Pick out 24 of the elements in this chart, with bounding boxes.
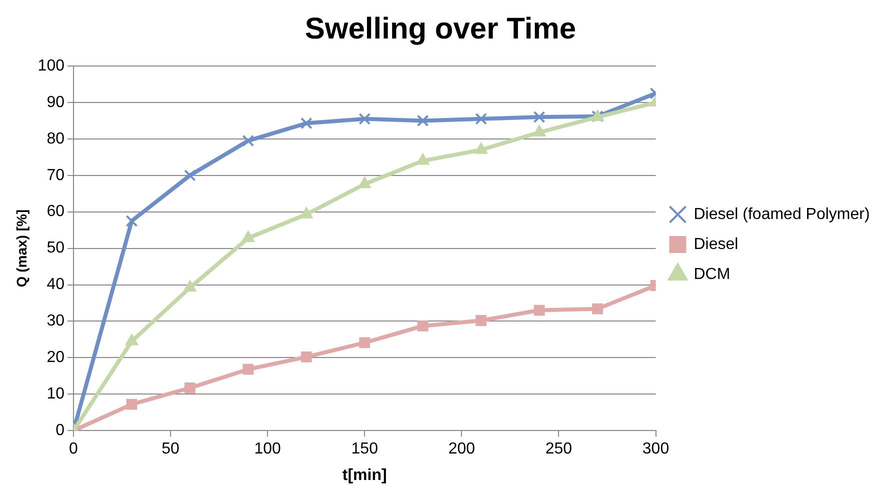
x-tick-label: 250 xyxy=(545,440,572,458)
y-tick-label: 100 xyxy=(38,57,65,74)
x-tick-label: 50 xyxy=(162,440,180,458)
x-tick-label: 200 xyxy=(448,440,476,458)
x-tick-label: 100 xyxy=(254,440,282,458)
x-axis-title: t[min] xyxy=(342,466,387,484)
x-tick-label: 300 xyxy=(642,440,670,458)
chart-title: Swelling over Time xyxy=(304,12,576,46)
y-tick-label: 10 xyxy=(46,386,65,403)
y-tick-label: 20 xyxy=(46,349,65,366)
y-tick-label: 80 xyxy=(46,130,65,148)
legend-label: Diesel (foamed Polymer) xyxy=(694,206,870,223)
y-tick-label: 90 xyxy=(46,94,65,111)
y-tick-label: 40 xyxy=(46,276,65,294)
y-tick-label: 70 xyxy=(46,166,65,184)
y-tick-label: 60 xyxy=(46,203,65,220)
y-tick-label: 30 xyxy=(46,312,65,330)
y-axis-title: Q (max) [%] xyxy=(13,209,30,288)
y-tick-label: 50 xyxy=(46,240,65,257)
legend-label: Diesel xyxy=(694,236,738,253)
legend-label: DCM xyxy=(694,266,730,283)
y-tick-label: 0 xyxy=(56,422,65,440)
x-tick-label: 0 xyxy=(69,440,78,458)
x-tick-label: 150 xyxy=(351,440,378,458)
